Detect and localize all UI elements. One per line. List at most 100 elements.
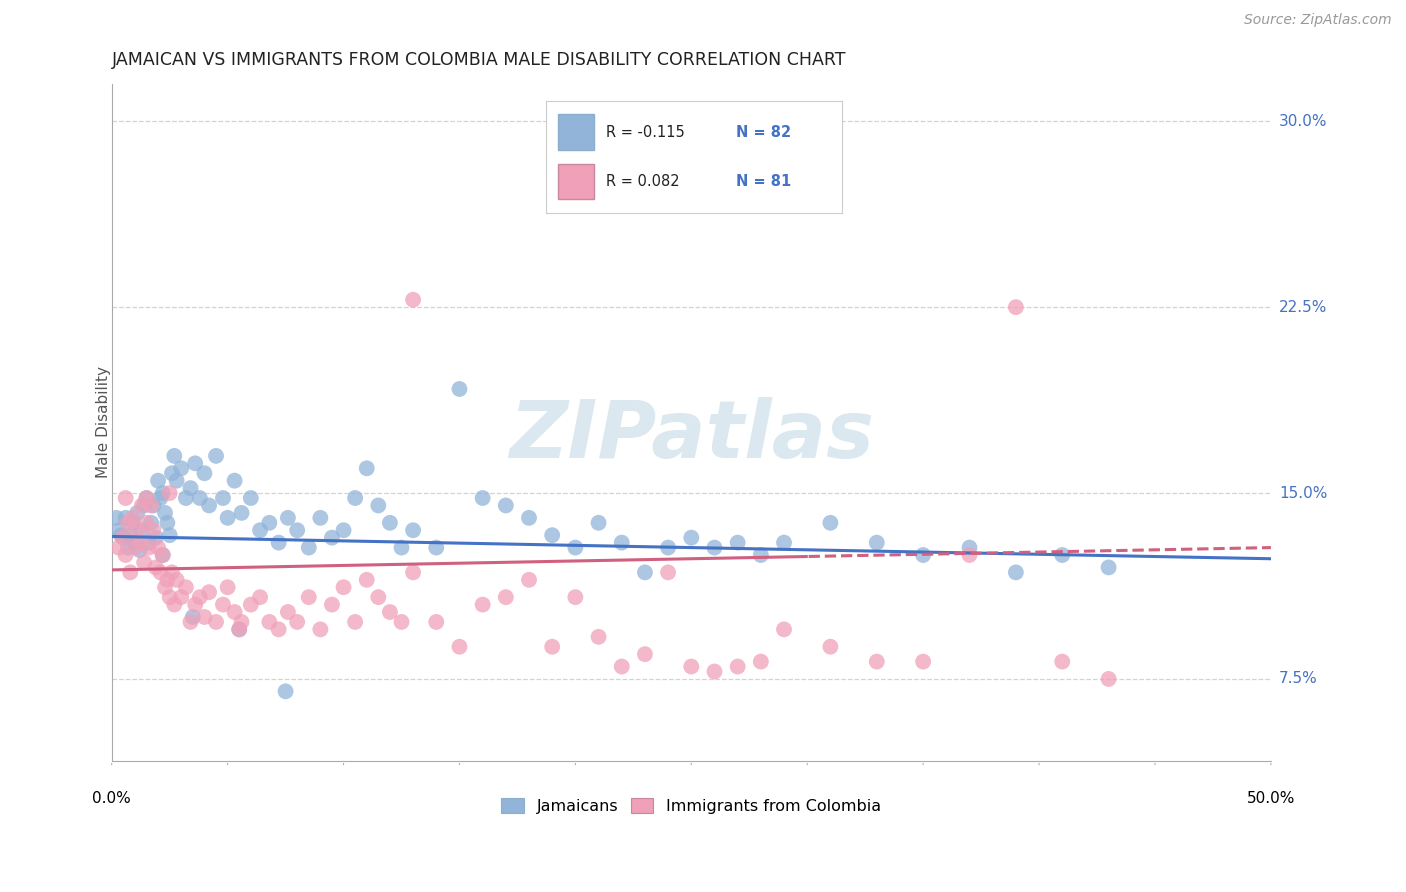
Point — [188, 491, 211, 505]
Point — [224, 605, 246, 619]
Point — [156, 573, 179, 587]
Point — [153, 506, 176, 520]
Point — [139, 516, 162, 530]
Point — [541, 528, 564, 542]
Point — [564, 541, 586, 555]
Point — [131, 523, 153, 537]
Point — [193, 467, 215, 481]
Text: 15.0%: 15.0% — [1279, 485, 1327, 500]
Point — [205, 449, 228, 463]
Point — [184, 456, 207, 470]
Point — [166, 573, 188, 587]
Point — [114, 548, 136, 562]
Point — [160, 566, 183, 580]
Point — [274, 684, 297, 698]
Point — [105, 511, 128, 525]
Point — [959, 548, 981, 562]
Point — [142, 523, 165, 537]
Point — [145, 560, 167, 574]
Point — [344, 615, 367, 629]
Point — [610, 535, 633, 549]
Text: JAMAICAN VS IMMIGRANTS FROM COLOMBIA MALE DISABILITY CORRELATION CHART: JAMAICAN VS IMMIGRANTS FROM COLOMBIA MAL… — [111, 51, 846, 69]
Point — [402, 293, 425, 307]
Point — [277, 511, 299, 525]
Point — [138, 535, 160, 549]
Point — [114, 511, 136, 525]
Point — [114, 491, 136, 505]
Point — [449, 640, 471, 654]
Point — [124, 541, 146, 555]
Point — [259, 516, 281, 530]
Text: 7.5%: 7.5% — [1279, 672, 1317, 687]
Point — [217, 580, 239, 594]
Point — [820, 640, 842, 654]
Point — [142, 499, 165, 513]
Point — [367, 499, 389, 513]
Point — [866, 535, 889, 549]
Point — [285, 523, 308, 537]
Point — [198, 585, 221, 599]
Point — [170, 461, 193, 475]
Text: 30.0%: 30.0% — [1279, 114, 1327, 128]
Point — [912, 655, 935, 669]
Point — [309, 511, 332, 525]
Point — [267, 535, 290, 549]
Point — [131, 499, 153, 513]
Text: Source: ZipAtlas.com: Source: ZipAtlas.com — [1244, 13, 1392, 28]
Point — [495, 590, 517, 604]
Point — [121, 511, 143, 525]
Point — [120, 528, 142, 542]
Point — [681, 659, 703, 673]
Point — [356, 573, 378, 587]
Point — [149, 566, 172, 580]
Point — [117, 516, 139, 530]
Point — [517, 511, 540, 525]
Point — [681, 531, 703, 545]
Point — [135, 516, 157, 530]
Point — [163, 598, 186, 612]
Point — [205, 615, 228, 629]
Point — [107, 523, 129, 537]
Point — [402, 523, 425, 537]
Point — [153, 580, 176, 594]
Point — [228, 623, 250, 637]
Point — [112, 531, 135, 545]
Point — [425, 615, 447, 629]
Point — [146, 474, 169, 488]
Point — [402, 566, 425, 580]
Point — [471, 491, 494, 505]
Point — [174, 491, 197, 505]
Point — [159, 486, 181, 500]
Point — [170, 590, 193, 604]
Point — [391, 541, 413, 555]
Point — [159, 590, 181, 604]
Point — [107, 541, 129, 555]
Point — [166, 474, 188, 488]
Point — [249, 523, 271, 537]
Point — [159, 528, 181, 542]
Point — [332, 580, 354, 594]
Point — [959, 541, 981, 555]
Point — [378, 605, 401, 619]
Point — [212, 491, 235, 505]
Point — [1005, 300, 1028, 314]
Point — [727, 535, 749, 549]
Point — [145, 531, 167, 545]
Point — [634, 566, 657, 580]
Point — [610, 659, 633, 673]
Text: 22.5%: 22.5% — [1279, 300, 1327, 315]
Point — [588, 516, 610, 530]
Point — [181, 610, 204, 624]
Point — [541, 640, 564, 654]
Point — [495, 499, 517, 513]
Point — [773, 623, 796, 637]
Point — [152, 486, 174, 500]
Point — [391, 615, 413, 629]
Point — [703, 665, 725, 679]
Point — [212, 598, 235, 612]
Point — [110, 528, 132, 542]
Point — [356, 461, 378, 475]
Point — [912, 548, 935, 562]
Point — [188, 590, 211, 604]
Point — [117, 541, 139, 555]
